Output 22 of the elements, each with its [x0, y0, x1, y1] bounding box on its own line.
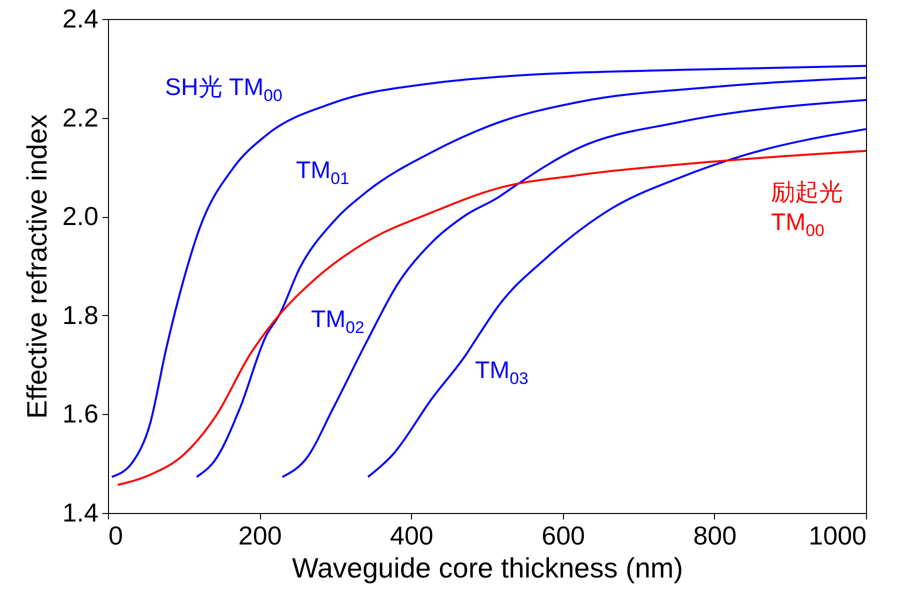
annotation: TM$_{01}$: [296, 156, 350, 190]
y-tick-label: 2.0: [62, 201, 98, 232]
y-tick-label: 1.4: [62, 498, 98, 528]
x-tick-label: 600: [542, 520, 585, 550]
line-series: [281, 99, 866, 478]
x-tick-label: 400: [390, 520, 434, 550]
annotation: TM$_{03}$: [475, 356, 528, 390]
x-tick-label: 200: [238, 520, 282, 550]
annotation: SH光 TM$_{00}$: [165, 73, 282, 107]
annotation: TM$_{02}$: [311, 305, 364, 339]
y-tick-label: 2.2: [62, 102, 98, 132]
y-tick-label: 2.4: [62, 4, 98, 34]
annotation: 励起光 TM$_{00}$: [771, 178, 844, 242]
x-tick-label: 800: [693, 520, 737, 550]
x-tick-label: 1000: [808, 520, 866, 550]
y-tick-label: 1.8: [62, 300, 98, 330]
y-tick-label: 1.6: [62, 398, 98, 429]
line-series: [366, 128, 866, 478]
y-axis-title: Effective refractive index: [21, 114, 52, 419]
x-axis-title: Waveguide core thickness (nm): [292, 552, 684, 584]
line-series: [116, 150, 866, 486]
x-tick-label: 0: [108, 520, 123, 550]
